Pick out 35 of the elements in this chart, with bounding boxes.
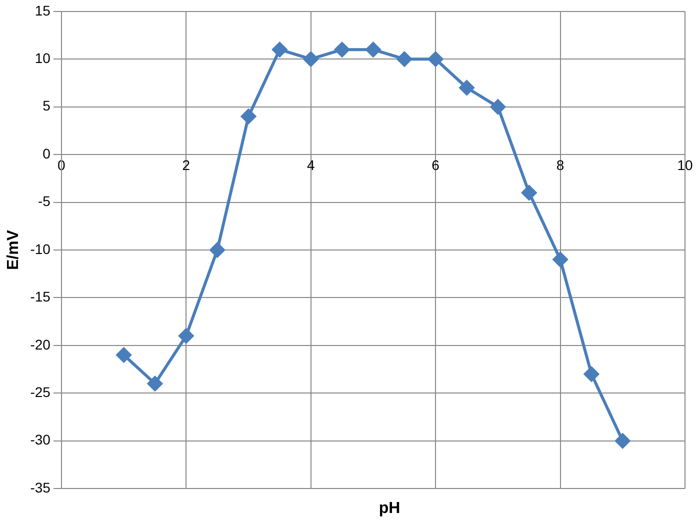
y-tick-label: -5: [38, 193, 51, 210]
point: [116, 347, 132, 362]
point: [210, 242, 225, 258]
y-axis-title: E/mV: [5, 230, 22, 270]
point: [396, 52, 412, 67]
y-tick-label: -35: [30, 479, 51, 496]
point: [303, 52, 318, 67]
y-tick-label: -25: [30, 384, 51, 400]
point: [147, 376, 162, 392]
point: [522, 185, 537, 200]
x-tick-label: 4: [306, 156, 315, 173]
x-tick-label: 2: [182, 156, 190, 173]
point: [428, 52, 444, 67]
y-tick-label: 15: [34, 2, 51, 18]
y-tick-label: 10: [34, 50, 51, 66]
point: [241, 108, 256, 124]
x-axis-title: pH: [378, 500, 402, 518]
y-tick-label: -20: [30, 336, 51, 352]
point: [366, 42, 381, 58]
point: [584, 366, 599, 382]
point: [334, 42, 350, 58]
y-tick-label: -30: [30, 432, 51, 448]
point: [272, 42, 288, 58]
point: [490, 99, 506, 114]
y-tick-label: 0: [42, 145, 51, 162]
point: [178, 328, 194, 344]
x-tick-label: 10: [677, 156, 693, 173]
y-tick-label: -10: [30, 240, 51, 257]
point: [459, 80, 474, 96]
x-tick-label: 8: [556, 156, 564, 173]
y-tick-label: -15: [30, 288, 51, 305]
y-tick-label: 5: [42, 98, 51, 114]
point: [552, 252, 568, 268]
point: [615, 433, 630, 448]
x-tick-label: 6: [432, 156, 440, 173]
